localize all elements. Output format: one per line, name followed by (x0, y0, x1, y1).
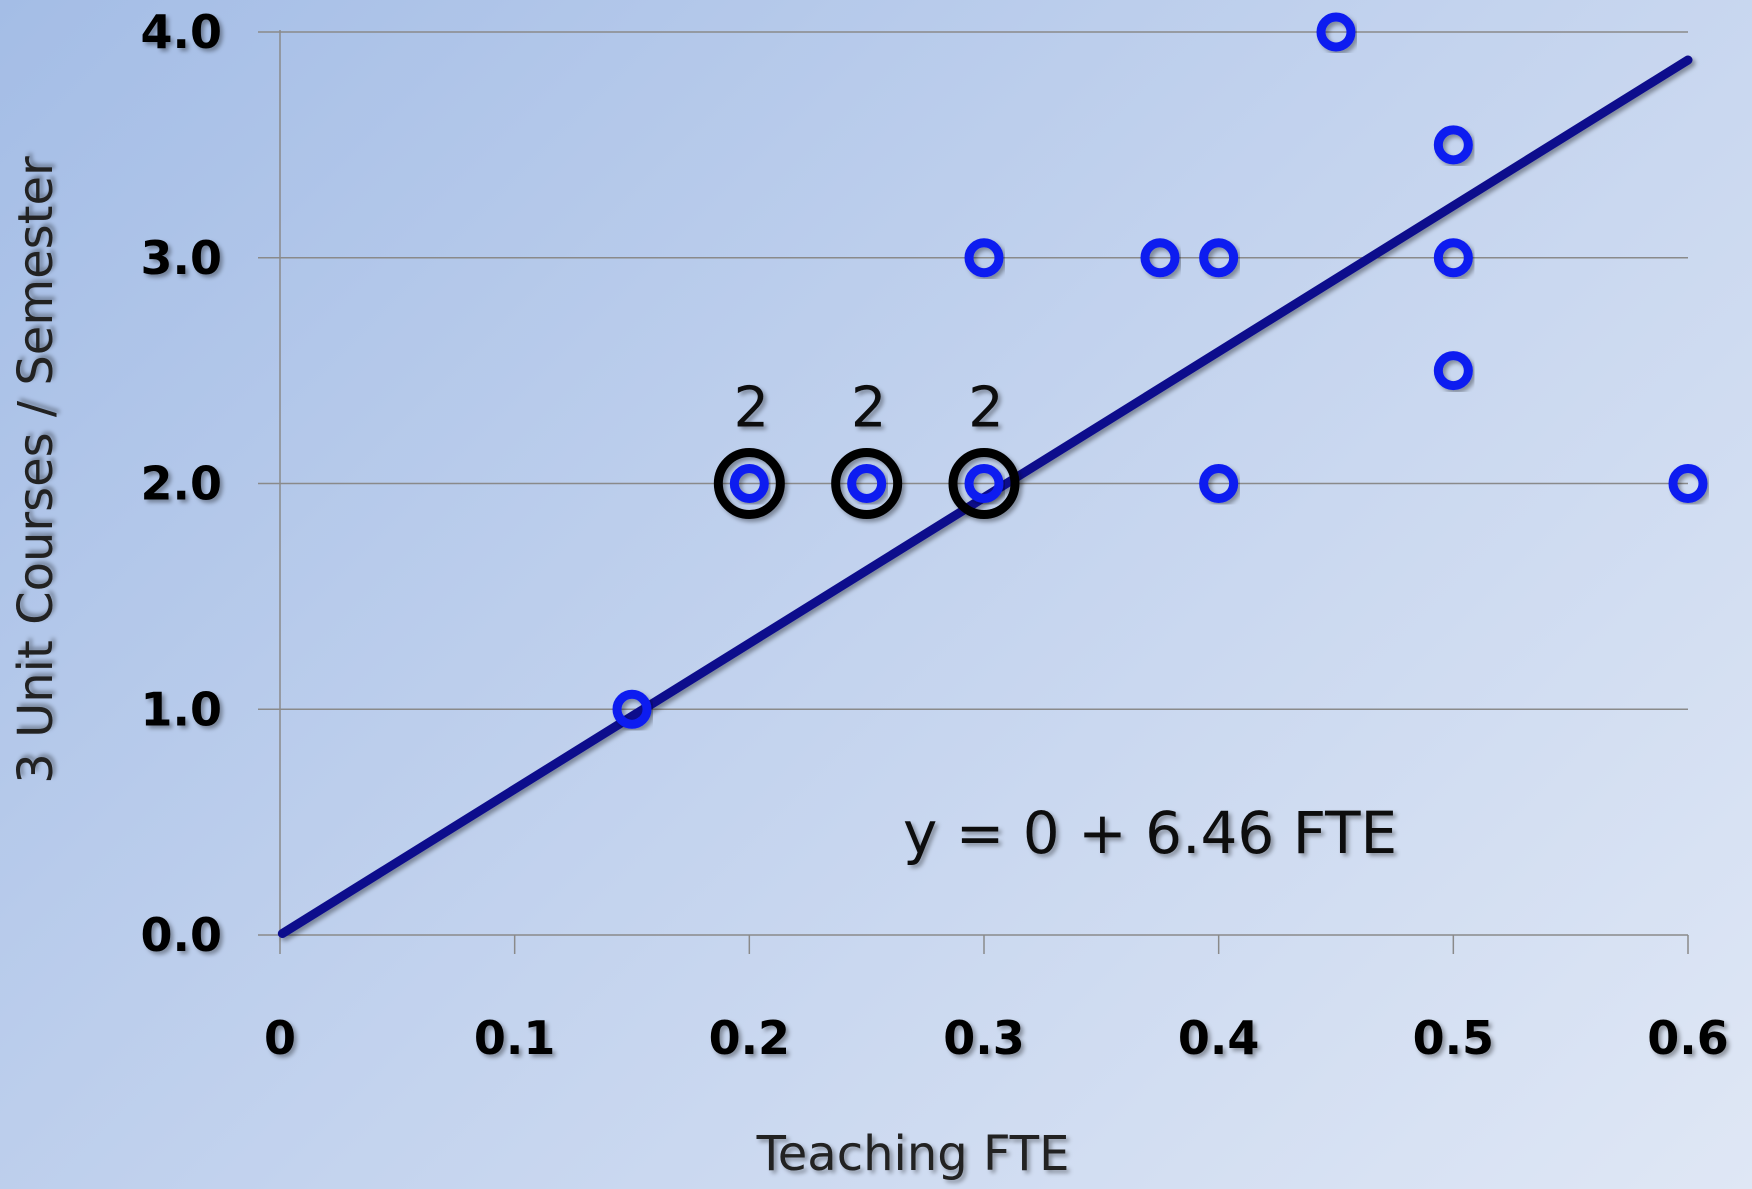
x-tick-label: 0.1 (474, 1011, 556, 1065)
duplicate-ring (713, 448, 785, 519)
count-labels: 2 2 2 (734, 376, 1004, 441)
data-point (1433, 351, 1473, 391)
duplicate-ring (831, 448, 903, 519)
duplicate-rings (713, 448, 1020, 519)
data-point (1433, 238, 1473, 278)
data-point (1199, 464, 1239, 503)
data-point (964, 238, 1004, 278)
data-point (1316, 12, 1356, 52)
duplicate-ring (948, 448, 1020, 519)
data-point (729, 464, 769, 503)
x-tick-label: 0.2 (709, 1011, 791, 1065)
data-point (1668, 464, 1708, 503)
x-tick-label: 0.4 (1178, 1011, 1260, 1065)
x-tick-label: 0.3 (943, 1011, 1025, 1065)
y-tick-label: 4.0 (141, 5, 223, 59)
data-point (612, 689, 652, 729)
y-tick-label: 3.0 (141, 231, 223, 285)
x-tick-label: 0.5 (1413, 1011, 1495, 1065)
count-label: 2 (851, 376, 887, 441)
axes (279, 30, 1689, 954)
count-label: 2 (968, 376, 1004, 441)
y-tick-label: 1.0 (141, 682, 223, 736)
y-axis-title: 3 Unit Courses / Semester (8, 156, 64, 784)
data-point (1433, 125, 1473, 165)
count-label: 2 (734, 376, 770, 441)
x-tick-label: 0.6 (1647, 1011, 1729, 1065)
trendline-equation: y = 0 + 6.46 FTE (903, 799, 1397, 867)
data-point (1199, 238, 1239, 278)
x-tick-label: 0 (264, 1011, 296, 1065)
data-point (964, 464, 1004, 503)
x-axis-title: Teaching FTE (756, 1126, 1070, 1182)
tick-labels: 0.0 1.0 2.0 3.0 4.0 0 0.1 0.2 0.3 0.4 0.5 0.6 (141, 5, 1729, 1065)
y-tick-label: 2.0 (141, 457, 223, 511)
y-tick-label: 0.0 (141, 908, 223, 962)
data-points (612, 12, 1708, 729)
data-point (847, 464, 887, 503)
data-point (1140, 238, 1180, 278)
